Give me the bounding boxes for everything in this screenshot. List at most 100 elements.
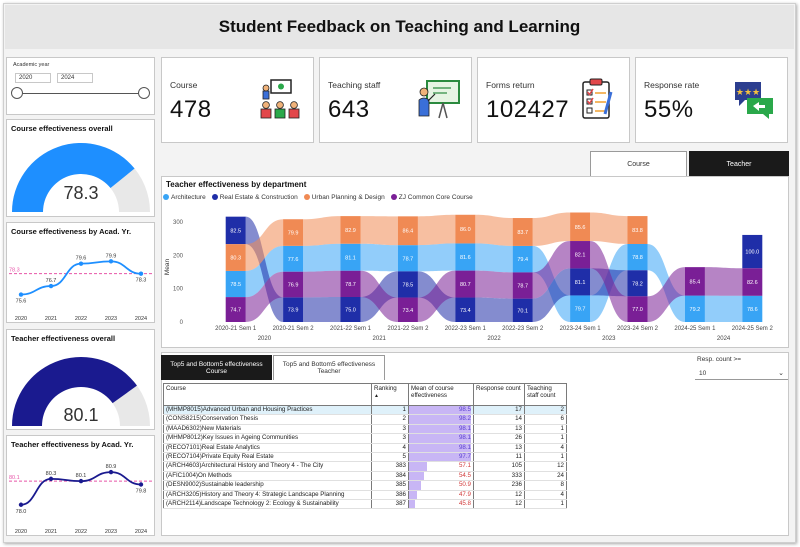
teacher-year-point[interactable] <box>48 476 54 482</box>
department-bar-segment[interactable] <box>512 218 533 246</box>
teacher-year-x-tick: 2023 <box>105 529 117 535</box>
department-bar-segment[interactable] <box>570 295 591 322</box>
department-bar-segment[interactable] <box>455 214 476 244</box>
table-row[interactable]: (ARCH3205)History and Theory 4: Strategi… <box>163 490 567 501</box>
department-bar-segment[interactable] <box>512 298 533 322</box>
department-bar-segment[interactable] <box>512 245 533 273</box>
legend-item[interactable]: Architecture <box>163 194 206 201</box>
table-row[interactable]: (MHMP8015)Advanced Urban and Housing Pra… <box>163 405 567 416</box>
cell-response: 236 <box>473 480 525 491</box>
table-row[interactable]: (CONS8215)Conservation Thesis 2 98.2 14 6 <box>163 414 567 425</box>
department-bar-segment[interactable] <box>627 216 648 244</box>
department-bar-segment[interactable] <box>397 216 418 246</box>
department-bar-segment[interactable] <box>684 295 705 322</box>
department-data-label: 85.4 <box>690 279 701 285</box>
department-bar-segment[interactable] <box>397 271 418 298</box>
teacher-year-point[interactable] <box>18 502 24 507</box>
department-bar-segment[interactable] <box>225 270 246 298</box>
department-bar-segment[interactable] <box>627 296 648 322</box>
legend-item[interactable]: Real Estate & Construction <box>211 194 298 201</box>
year-slider-track[interactable] <box>17 93 144 94</box>
department-data-label: 73.4 <box>403 308 414 314</box>
table-row[interactable]: (ARCH4603)Architectural History and Theo… <box>163 461 567 472</box>
department-bar-segment[interactable] <box>397 245 418 272</box>
year-slider-start-handle[interactable] <box>11 87 23 99</box>
col-staff-header[interactable]: Teaching staff count <box>524 383 567 406</box>
page-title: Student Feedback on Teaching and Learnin… <box>218 17 581 36</box>
course-year-point[interactable] <box>78 261 84 266</box>
table-row[interactable]: (ARCH2114)Landscape Technology 2: Ecolog… <box>163 499 567 510</box>
department-bar-segment[interactable] <box>570 241 591 269</box>
department-bar-segment[interactable] <box>455 243 476 271</box>
department-bar-segment[interactable] <box>512 272 533 299</box>
table-row[interactable]: (DESN9002)Sustainable leadership 385 50.9 2… <box>163 480 567 491</box>
teacher-year-point[interactable] <box>108 469 114 475</box>
ribbon-band <box>303 297 341 322</box>
title-bar: Student Feedback on Teaching and Learnin… <box>5 5 794 49</box>
table-row[interactable]: (AFIC1004)On Methods 384 54.5 333 24 <box>163 471 567 482</box>
department-bar-segment[interactable] <box>283 245 304 272</box>
department-bar-segment[interactable] <box>340 270 361 297</box>
ribbon-band <box>303 270 341 298</box>
teacher-year-point[interactable] <box>78 478 84 484</box>
year-from-input[interactable]: 2020 <box>15 73 51 83</box>
department-bar-segment[interactable] <box>742 295 763 322</box>
legend-item[interactable]: ZJ Common Core Course <box>390 194 473 201</box>
kpi-forms-label: Forms return <box>486 80 535 90</box>
teacher-year-average-label: 80.1 <box>9 475 20 481</box>
tab-top5-teacher[interactable]: Top5 and Bottom5 effectiveness Teacher <box>273 355 385 380</box>
cell-response: 333 <box>473 471 525 482</box>
department-bar-segment[interactable] <box>283 297 304 322</box>
department-bar-segment[interactable] <box>570 268 591 296</box>
department-bar-segment[interactable] <box>742 234 763 269</box>
col-ranking-header[interactable]: Ranking ▲ <box>371 383 409 406</box>
kpi-response-card: Response rate 55% ★★★ <box>635 57 788 143</box>
teacher-by-year-title: Teacher effectiveness by Acad. Yr. <box>11 440 134 449</box>
department-bar-segment[interactable] <box>455 270 476 298</box>
col-response-header[interactable]: Response count <box>473 383 525 406</box>
cell-course: (CONS8215)Conservation Thesis <box>163 414 372 425</box>
ribbon-band <box>532 268 571 322</box>
year-to-input[interactable]: 2024 <box>57 73 93 83</box>
teacher-year-point[interactable] <box>138 482 144 487</box>
table-row[interactable]: (RECO7101)Real Estate Analytics 4 98.1 13 4 <box>163 443 567 454</box>
department-bar-segment[interactable] <box>397 297 418 322</box>
department-bar-segment[interactable] <box>627 244 648 271</box>
table-row[interactable]: (MHMP8012)Key Issues in Ageing Communiti… <box>163 433 567 444</box>
year-slider-end-handle[interactable] <box>138 87 150 99</box>
department-bar-segment[interactable] <box>225 216 246 245</box>
ribbon-band <box>475 270 513 299</box>
mean-data-bar <box>409 453 471 462</box>
col-mean-header[interactable]: Mean of course effectiveness <box>408 383 474 406</box>
tab-top5-course[interactable]: Top5 and Bottom5 effectiveness Course <box>161 355 272 380</box>
department-bar-segment[interactable] <box>742 268 763 296</box>
teacher-toggle-button[interactable]: Teacher <box>689 151 789 177</box>
department-bar-segment[interactable] <box>570 212 591 242</box>
table-row[interactable]: (RECO7104)Private Equity Real Estate 5 97.… <box>163 452 567 463</box>
department-bar-segment[interactable] <box>225 244 246 271</box>
department-bar-segment[interactable] <box>340 297 361 322</box>
course-year-point[interactable] <box>48 283 54 289</box>
department-bar-segment[interactable] <box>283 271 304 298</box>
lecture-room-icon <box>260 79 300 119</box>
course-year-point[interactable] <box>108 259 114 264</box>
department-bar-segment[interactable] <box>225 297 246 322</box>
department-data-label: 78.7 <box>517 284 528 290</box>
course-year-point[interactable] <box>18 292 24 297</box>
department-bar-segment[interactable] <box>627 270 648 297</box>
course-toggle-button[interactable]: Course <box>590 151 687 177</box>
table-row[interactable]: (MAAD6302)New Materials 3 98.1 13 1 <box>163 424 567 435</box>
col-course-header[interactable]: Course <box>163 383 372 406</box>
department-bar-segment[interactable] <box>455 297 476 322</box>
cell-staff: 4 <box>524 443 567 454</box>
legend-item[interactable]: Urban Planning & Design <box>303 194 385 201</box>
department-bar-segment[interactable] <box>340 216 361 244</box>
department-bar-segment[interactable] <box>684 267 705 296</box>
mean-data-bar <box>409 490 418 500</box>
kpi-course-label: Course <box>170 80 198 90</box>
department-bar-segment[interactable] <box>340 243 361 271</box>
course-year-x-tick: 2022 <box>75 316 87 322</box>
resp-count-dropdown[interactable]: 10 ⌄ <box>695 368 788 380</box>
department-bar-segment[interactable] <box>283 219 304 246</box>
course-year-point[interactable] <box>138 271 144 276</box>
